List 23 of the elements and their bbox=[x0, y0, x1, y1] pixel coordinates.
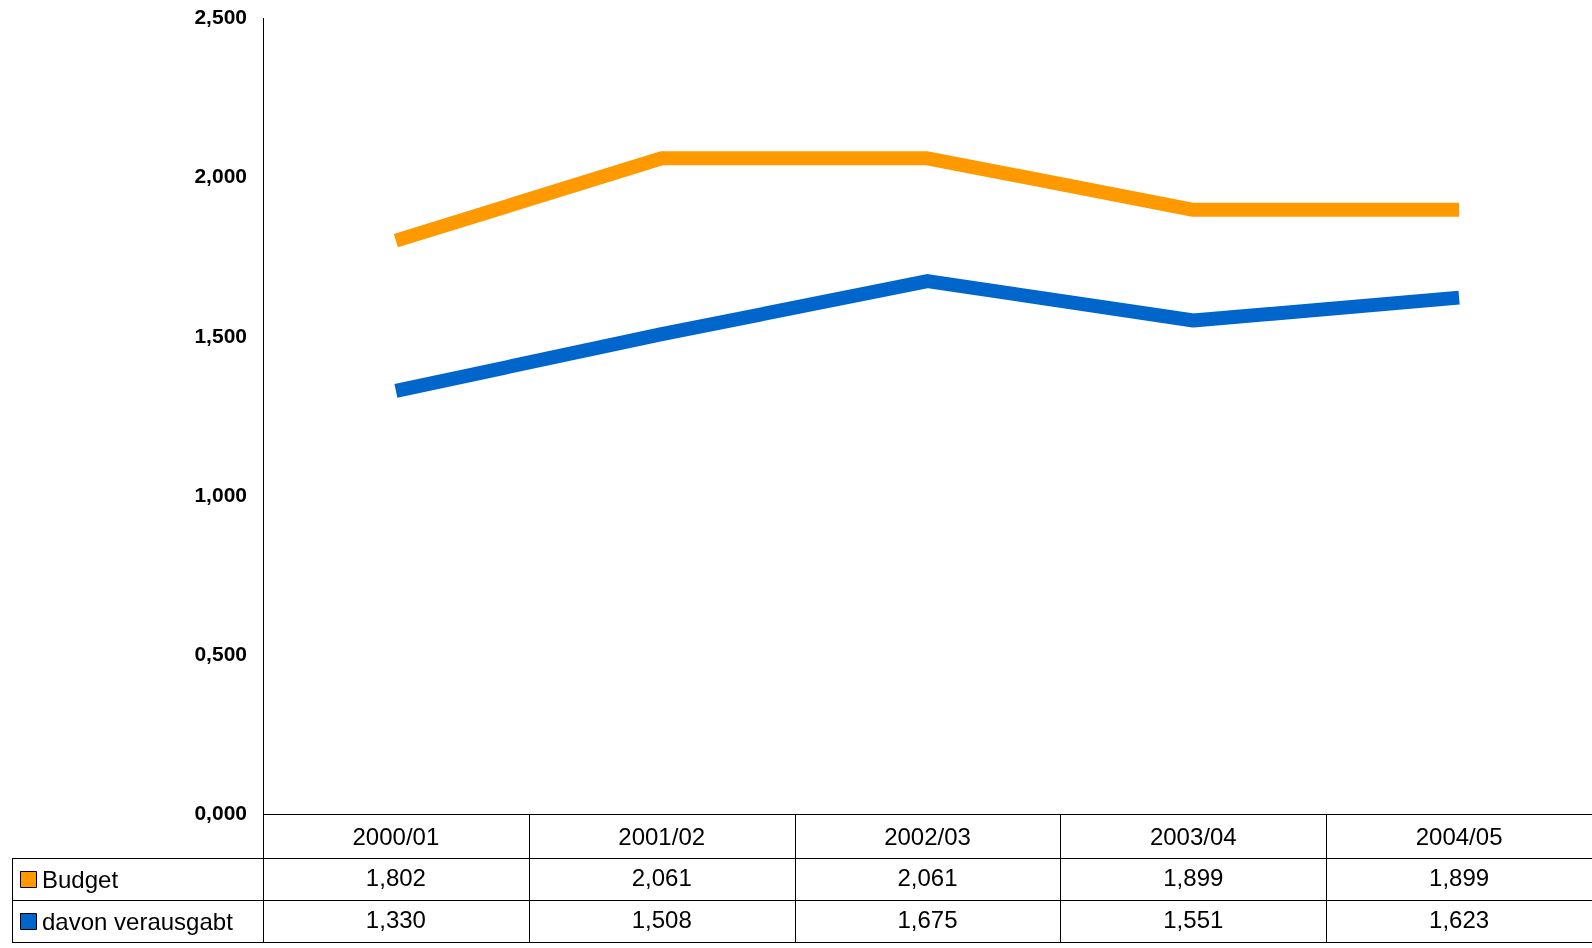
legend-label: Budget bbox=[42, 865, 119, 893]
data-label: 1,330 bbox=[365, 905, 426, 933]
legend-label: davon verausgabt bbox=[42, 907, 234, 935]
y-tick-label: 1,000 bbox=[194, 482, 247, 506]
x-tick-label: 2002/03 bbox=[884, 823, 971, 851]
y-tick-label: 2,000 bbox=[194, 164, 247, 188]
data-label: 1,623 bbox=[1429, 905, 1490, 933]
data-label: 1,899 bbox=[1163, 863, 1224, 891]
x-tick-label: 2004/05 bbox=[1415, 823, 1503, 851]
data-label: 1,802 bbox=[365, 863, 426, 891]
y-tick-label: 0,500 bbox=[194, 641, 247, 665]
data-label: 1,899 bbox=[1429, 863, 1490, 891]
x-tick-label: 2003/04 bbox=[1149, 823, 1237, 851]
y-tick-label: 0,000 bbox=[194, 800, 247, 824]
data-label: 1,675 bbox=[897, 905, 958, 933]
y-tick-label: 2,500 bbox=[194, 5, 247, 29]
data-label: 2,061 bbox=[631, 863, 692, 891]
data-label: 2,061 bbox=[897, 863, 958, 891]
data-label: 1,551 bbox=[1163, 905, 1224, 933]
x-tick-label: 2000/01 bbox=[352, 823, 440, 851]
x-tick-label: 2001/02 bbox=[618, 823, 706, 851]
data-label: 1,508 bbox=[631, 905, 692, 933]
y-tick-label: 1,500 bbox=[194, 323, 247, 347]
